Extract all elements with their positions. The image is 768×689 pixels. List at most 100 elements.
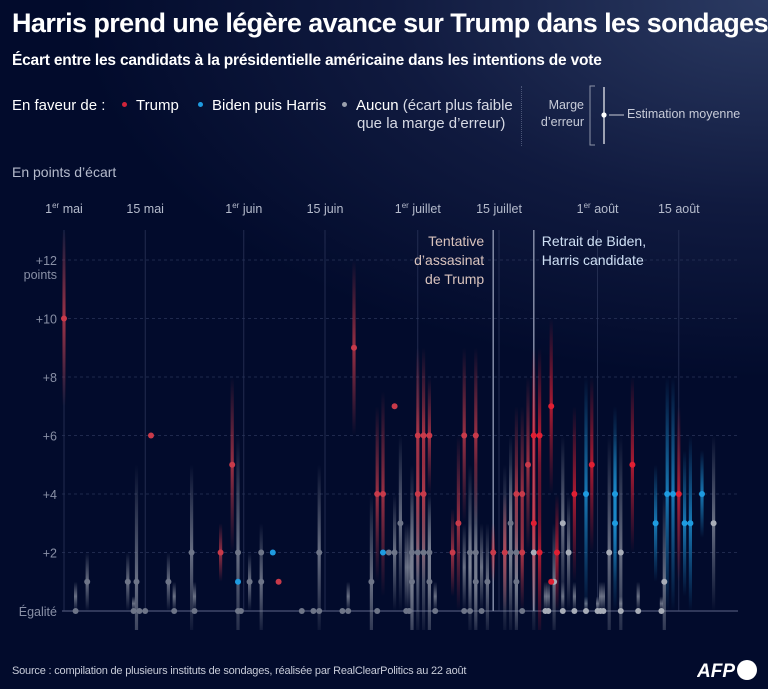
- none-data-point: [583, 608, 589, 614]
- trump-data-point: [217, 549, 224, 556]
- legend-item-none-note-2: que la marge d’erreur): [357, 115, 506, 132]
- mean-dot-icon: [601, 112, 607, 118]
- afp-logo: AFP: [697, 660, 757, 682]
- none-error-bar: [543, 581, 547, 611]
- data-points: [61, 315, 717, 614]
- none-error-bar: [546, 581, 550, 611]
- legend-error-margin-line2: d’erreur: [540, 115, 584, 129]
- harris-data-point: [652, 520, 659, 527]
- harris-data-point: [670, 491, 676, 497]
- none-error-bar: [480, 523, 484, 611]
- none-data-point: [391, 549, 398, 556]
- x-tick-label: 1er juillet: [395, 201, 442, 216]
- none-data-point: [426, 549, 433, 556]
- trump-data-point: [420, 432, 427, 439]
- legend-error-margin-line1: Marge: [548, 98, 584, 112]
- none-dot-icon: [342, 101, 347, 107]
- trump-data-point: [148, 432, 154, 439]
- none-data-point: [426, 578, 433, 585]
- none-error-bar: [598, 581, 603, 611]
- none-error-bar: [607, 435, 611, 630]
- y-tick-label: +8: [43, 371, 57, 385]
- harris-data-point: [380, 549, 386, 556]
- trump-data-point: [554, 549, 560, 556]
- trump-data-point: [374, 491, 381, 497]
- none-data-point: [467, 608, 473, 614]
- trump-data-point: [548, 403, 555, 410]
- none-data-point: [188, 549, 195, 556]
- none-data-point: [237, 608, 244, 614]
- trump-data-point: [525, 461, 531, 468]
- none-error-bar: [132, 596, 136, 611]
- trump-data-point: [501, 549, 508, 556]
- none-data-point: [310, 608, 317, 614]
- trump-error-bar: [538, 464, 542, 630]
- none-error-bar: [190, 464, 194, 630]
- none-data-point: [133, 578, 140, 585]
- trump-data-point: [571, 491, 578, 497]
- legend-error-margin-label: Marge d’erreur: [532, 97, 584, 131]
- trump-data-point: [380, 491, 386, 497]
- none-data-point: [414, 549, 421, 556]
- none-data-point: [298, 608, 305, 614]
- none-error-bar: [596, 596, 600, 611]
- none-data-point: [339, 608, 346, 614]
- legend-item-none-note: (écart plus faible: [402, 97, 513, 114]
- none-data-point: [345, 608, 352, 614]
- trump-data-point: [61, 315, 67, 322]
- none-data-point: [507, 549, 514, 556]
- none-error-bar: [619, 596, 623, 611]
- trump-data-point: [513, 491, 520, 497]
- trump-data-point: [455, 520, 462, 527]
- none-error-bar: [636, 581, 640, 611]
- none-data-point: [617, 608, 624, 614]
- x-tick-label: 1er juin: [225, 201, 262, 216]
- legend-divider: [521, 86, 522, 146]
- none-data-point: [258, 578, 265, 585]
- legend-mean-estimate-label: Estimation moyenne: [627, 107, 741, 121]
- x-tick-label: 1er août: [577, 201, 619, 216]
- harris-data-point: [664, 491, 671, 497]
- harris-data-point: [687, 520, 694, 527]
- none-error-bar: [474, 523, 478, 630]
- none-data-point: [72, 608, 79, 614]
- none-data-point: [472, 549, 479, 556]
- trump-data-point: [530, 520, 537, 527]
- afp-logo-text: AFP: [697, 661, 735, 682]
- trump-data-point: [548, 578, 555, 585]
- none-data-point: [606, 549, 613, 556]
- none-error-bar: [485, 523, 489, 630]
- legend-item-harris-label: Biden puis Harris: [212, 97, 327, 114]
- none-error-bar: [619, 435, 623, 630]
- none-data-point: [420, 549, 427, 556]
- event-annotation-text: de Trump: [425, 271, 484, 287]
- y-tick-unit-label: points: [24, 268, 57, 282]
- trump-data-point: [275, 578, 282, 585]
- trump-data-point: [449, 549, 456, 556]
- none-error-bar: [317, 464, 321, 630]
- none-error-bar: [134, 464, 139, 630]
- trump-data-point: [414, 491, 421, 497]
- y-tick-label: +6: [43, 430, 57, 444]
- legend-item-trump-label: Trump: [136, 97, 179, 114]
- none-data-point: [710, 520, 717, 527]
- none-data-point: [374, 608, 381, 614]
- none-data-point: [409, 578, 415, 585]
- none-data-point: [467, 549, 473, 556]
- event-annotation-text: Retrait de Biden,: [542, 233, 646, 249]
- chart-subtitle: Écart entre les candidats à la président…: [12, 52, 602, 69]
- none-data-point: [136, 608, 143, 614]
- none-data-point: [406, 608, 413, 614]
- none-error-bar: [410, 494, 414, 630]
- none-data-point: [258, 549, 265, 556]
- trump-data-point: [519, 491, 526, 497]
- none-data-point: [617, 549, 624, 556]
- error-bars: [62, 230, 716, 630]
- chart-title: Harris prend une légère avance sur Trump…: [12, 8, 768, 38]
- event-annotation-text: Harris candidate: [542, 252, 644, 268]
- y-axis-title: En points d’écart: [12, 164, 117, 180]
- poll-chart: 1er mai 15 mai 1er juin 15 juin 1er juillet 1…: [19, 201, 738, 630]
- event-annotation-text: Tentative: [428, 233, 484, 249]
- trump-data-point: [490, 549, 497, 556]
